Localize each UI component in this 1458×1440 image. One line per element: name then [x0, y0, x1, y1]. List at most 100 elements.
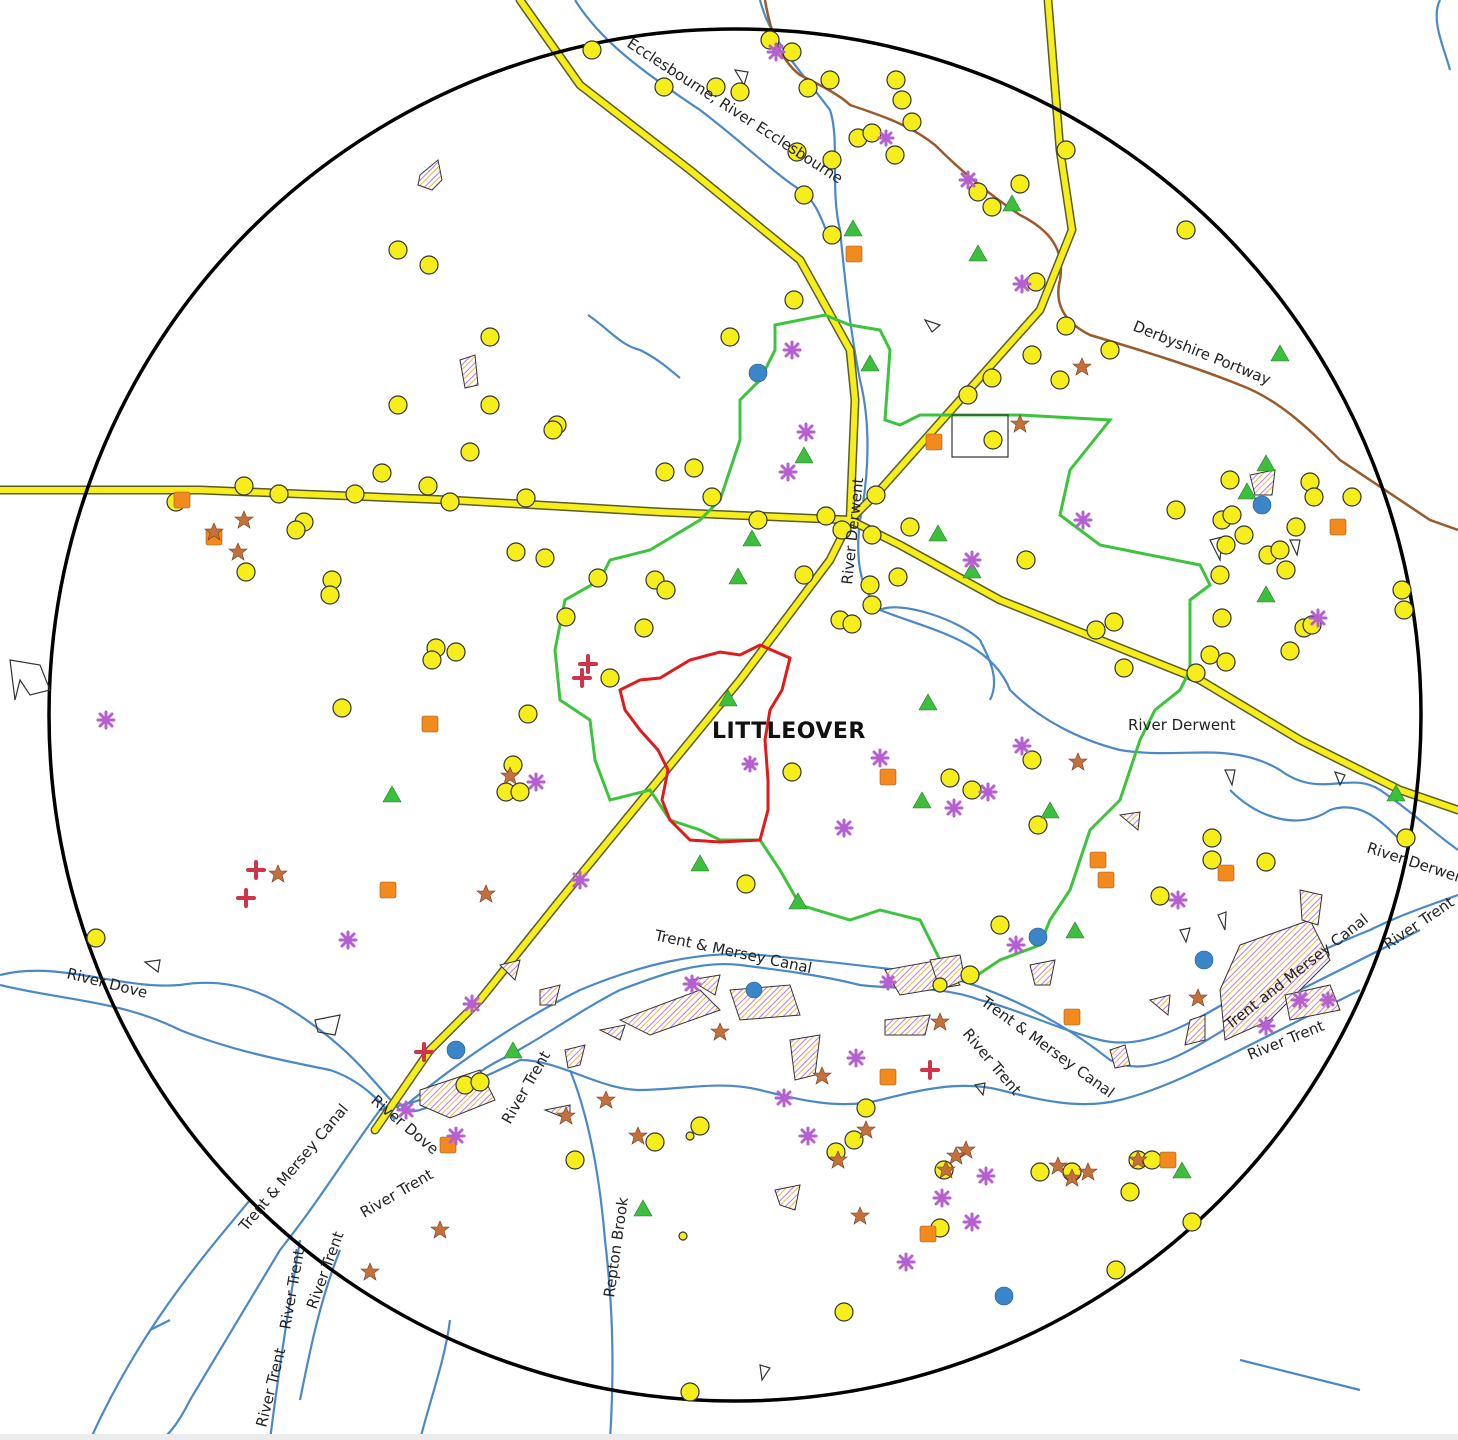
- listed-building-marker[interactable]: [510, 782, 530, 802]
- historic-event-marker[interactable]: [1068, 752, 1088, 771]
- listed-building-marker[interactable]: [862, 595, 882, 615]
- scheduled-monument-marker[interactable]: [503, 1041, 523, 1059]
- listed-building-marker[interactable]: [1086, 620, 1106, 640]
- listed-building-marker[interactable]: [1142, 1150, 1162, 1170]
- war-memorial-marker[interactable]: [572, 668, 592, 688]
- heritage-sites[interactable]: [173, 245, 1347, 1243]
- listed-building-marker[interactable]: [1202, 850, 1222, 870]
- findspot-marker[interactable]: [962, 550, 982, 570]
- listed-building-marker[interactable]: [782, 42, 802, 62]
- listed-building-marker[interactable]: [470, 1072, 490, 1092]
- scheduled-monuments[interactable]: [382, 194, 1406, 1217]
- war-memorial-marker[interactable]: [578, 654, 598, 674]
- historic-event-marker[interactable]: [946, 1146, 966, 1165]
- scheduled-monument-marker[interactable]: [718, 689, 738, 707]
- listed-building-marker[interactable]: [1212, 608, 1232, 628]
- historic-event-marker[interactable]: [936, 1160, 956, 1179]
- findspot-marker[interactable]: [1012, 736, 1032, 756]
- scheduled-monument-marker[interactable]: [1065, 921, 1085, 939]
- listed-building-marker[interactable]: [736, 874, 756, 894]
- findspot-marker[interactable]: [1256, 1016, 1276, 1036]
- scheduled-monument-marker[interactable]: [968, 244, 988, 262]
- war-memorial-marker[interactable]: [414, 1042, 434, 1062]
- heritage-site-marker[interactable]: [925, 433, 943, 451]
- findspot-marker[interactable]: [338, 930, 358, 950]
- listed-building-marker[interactable]: [1114, 658, 1134, 678]
- heritage-site-marker[interactable]: [1159, 1151, 1177, 1169]
- listed-building-marker[interactable]: [1210, 565, 1230, 585]
- findspot-marker[interactable]: [766, 42, 786, 62]
- historic-event-marker[interactable]: [596, 1090, 616, 1109]
- listed-building-marker[interactable]: [706, 77, 726, 97]
- historic-event-marker[interactable]: [1062, 1168, 1082, 1187]
- historic-event-marker[interactable]: [556, 1106, 576, 1125]
- listed-building-marker[interactable]: [730, 82, 750, 102]
- listed-building-marker[interactable]: [1022, 750, 1042, 770]
- heritage-site-marker[interactable]: [879, 768, 897, 786]
- park-garden-marker[interactable]: [446, 1040, 466, 1060]
- findspot-marker[interactable]: [778, 462, 798, 482]
- scheduled-monument-marker[interactable]: [794, 446, 814, 464]
- findspot-marker[interactable]: [870, 748, 890, 768]
- heritage-site-marker[interactable]: [1329, 518, 1347, 536]
- listed-building-marker[interactable]: [820, 70, 840, 90]
- scheduled-monument-marker[interactable]: [1256, 585, 1276, 603]
- listed-building-marker[interactable]: [506, 542, 526, 562]
- war-memorial-marker[interactable]: [246, 860, 266, 880]
- listed-building-marker[interactable]: [1216, 535, 1236, 555]
- listed-building-marker[interactable]: [86, 928, 106, 948]
- park-garden-marker[interactable]: [745, 981, 763, 999]
- scheduled-monument-marker[interactable]: [690, 854, 710, 872]
- scheduled-monument-marker[interactable]: [843, 219, 863, 237]
- findspot-marker[interactable]: [879, 973, 897, 991]
- findspot-marker[interactable]: [1290, 990, 1310, 1010]
- scheduled-monument-marker[interactable]: [1256, 454, 1276, 472]
- scheduled-monument-marker[interactable]: [928, 524, 948, 542]
- listed-building-marker[interactable]: [1280, 641, 1300, 661]
- historic-event-marker[interactable]: [930, 1012, 950, 1031]
- listed-building-marker[interactable]: [565, 1150, 585, 1170]
- park-garden-marker[interactable]: [1028, 927, 1048, 947]
- listed-building-marker[interactable]: [1182, 1212, 1202, 1232]
- listed-building-marker[interactable]: [885, 145, 905, 165]
- findspot-marker[interactable]: [782, 340, 802, 360]
- historic-event-marker[interactable]: [476, 884, 496, 903]
- listed-building-marker[interactable]: [1022, 345, 1042, 365]
- listed-building-marker[interactable]: [1028, 815, 1048, 835]
- listed-building-marker[interactable]: [784, 290, 804, 310]
- listed-building-marker[interactable]: [834, 1302, 854, 1322]
- listed-building-marker[interactable]: [932, 977, 948, 993]
- scheduled-monument-marker[interactable]: [962, 561, 982, 579]
- listed-building-marker[interactable]: [787, 142, 807, 162]
- war-memorials[interactable]: [236, 654, 940, 1080]
- listed-building-marker[interactable]: [655, 462, 675, 482]
- listed-building-marker[interactable]: [543, 420, 563, 440]
- listed-building-marker[interactable]: [684, 458, 704, 478]
- listed-building-marker[interactable]: [888, 567, 908, 587]
- scheduled-monument-marker[interactable]: [1040, 801, 1060, 819]
- listed-building-marker[interactable]: [480, 327, 500, 347]
- listed-building-marker[interactable]: [418, 476, 438, 496]
- listed-building-marker[interactable]: [1202, 828, 1222, 848]
- historic-event-marker[interactable]: [204, 522, 224, 541]
- listed-building-marker[interactable]: [983, 430, 1003, 450]
- historic-event-marker[interactable]: [268, 864, 288, 883]
- listed-building-marker[interactable]: [782, 762, 802, 782]
- historic-events[interactable]: [204, 357, 1208, 1281]
- listed-building-marker[interactable]: [816, 506, 836, 526]
- historic-event-marker[interactable]: [1078, 1162, 1098, 1181]
- listed-building-marker[interactable]: [685, 1131, 695, 1141]
- findspot-marker[interactable]: [1073, 510, 1093, 530]
- listed-building-marker[interactable]: [1056, 316, 1076, 336]
- listed-building-marker[interactable]: [1056, 140, 1076, 160]
- findspot-marker[interactable]: [462, 994, 482, 1014]
- war-memorial-marker[interactable]: [920, 1060, 940, 1080]
- scheduled-monument-marker[interactable]: [918, 693, 938, 711]
- listed-building-marker[interactable]: [634, 618, 654, 638]
- scheduled-monument-marker[interactable]: [1270, 344, 1290, 362]
- listed-building-marker[interactable]: [588, 568, 608, 588]
- findspot-marker[interactable]: [1308, 608, 1328, 628]
- listed-building-marker[interactable]: [842, 614, 862, 634]
- listed-building-marker[interactable]: [460, 442, 480, 462]
